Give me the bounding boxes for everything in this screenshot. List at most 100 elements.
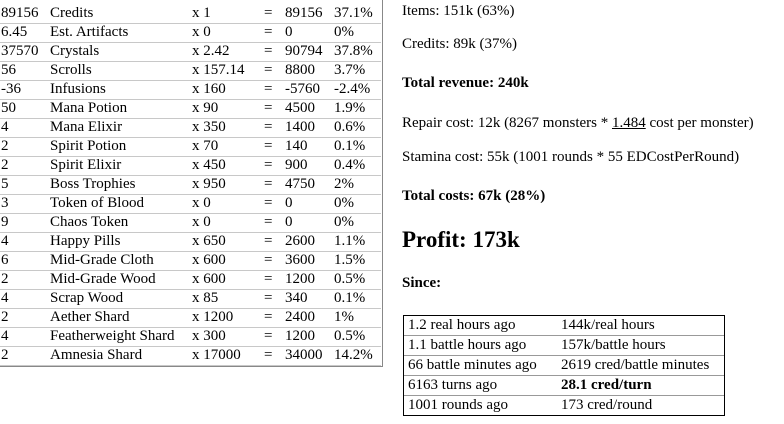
price: x 85 xyxy=(192,290,219,306)
since-row: 66 battle minutes ago 2619 cred/battle mi… xyxy=(404,356,724,376)
value: 89156 xyxy=(285,5,323,21)
percent: 0.1% xyxy=(334,290,366,306)
since-rate: 2619 cred/battle minutes xyxy=(561,357,710,373)
stamina-line: Stamina cost: 55k (1001 rounds * 55 EDCo… xyxy=(402,149,740,165)
price: x 350 xyxy=(192,119,226,135)
percent: 14.2% xyxy=(334,347,373,363)
equals: = xyxy=(264,5,273,21)
repair-line: Repair cost: 12k (8267 monsters * 1.484 … xyxy=(402,115,754,132)
since-label: Since: xyxy=(402,275,442,291)
equals: = xyxy=(264,252,273,268)
percent: 0% xyxy=(334,214,354,230)
percent: 0.1% xyxy=(334,138,366,154)
price: x 600 xyxy=(192,252,226,268)
count: 2 xyxy=(1,271,9,287)
item-row: 37570 Crystals x 2.42 = 90794 37.8% xyxy=(0,42,381,62)
percent: 0.5% xyxy=(334,328,366,344)
since-time: 6163 turns ago xyxy=(408,377,498,393)
repair-link[interactable]: 1.484 xyxy=(611,115,646,131)
value: 4750 xyxy=(285,176,315,192)
value: 140 xyxy=(285,138,308,154)
percent: 1.1% xyxy=(334,233,366,249)
items-line: Items: 151k (63%) xyxy=(402,3,515,19)
item-row: 6 Mid-Grade Cloth x 600 = 3600 1.5% xyxy=(0,251,381,271)
percent: 1.9% xyxy=(334,100,366,116)
item-row: -36 Infusions x 160 = -5760 -2.4% xyxy=(0,80,381,100)
percent: 3.7% xyxy=(334,62,366,78)
equals: = xyxy=(264,43,273,59)
since-table: 1.2 real hours ago 144k/real hours 1.1 bat… xyxy=(403,315,725,416)
item-row: 5 Boss Trophies x 950 = 4750 2% xyxy=(0,175,381,195)
price: x 17000 xyxy=(192,347,241,363)
item-name: Spirit Elixir xyxy=(50,157,122,173)
since-time: 1.1 battle hours ago xyxy=(408,337,527,353)
count: 5 xyxy=(1,176,9,192)
equals: = xyxy=(264,290,273,306)
count: 4 xyxy=(1,290,9,306)
item-row: 4 Happy Pills x 650 = 2600 1.1% xyxy=(0,232,381,252)
count: 50 xyxy=(1,100,16,116)
count: 4 xyxy=(1,328,9,344)
price: x 0 xyxy=(192,24,211,40)
item-name: Token of Blood xyxy=(50,195,144,211)
item-name: Mana Potion xyxy=(50,100,128,116)
item-row: 2 Amnesia Shard x 17000 = 34000 14.2% xyxy=(0,346,381,366)
equals: = xyxy=(264,328,273,344)
percent: 0% xyxy=(334,195,354,211)
equals: = xyxy=(264,214,273,230)
value: 0 xyxy=(285,214,293,230)
count: 2 xyxy=(1,157,9,173)
price: x 650 xyxy=(192,233,226,249)
item-row: 2 Spirit Potion x 70 = 140 0.1% xyxy=(0,137,381,157)
since-time: 66 battle minutes ago xyxy=(408,357,537,373)
item-row: 4 Mana Elixir x 350 = 1400 0.6% xyxy=(0,118,381,138)
value: 1200 xyxy=(285,271,315,287)
percent: 2% xyxy=(334,176,354,192)
value: 4500 xyxy=(285,100,315,116)
item-row: 3 Token of Blood x 0 = 0 0% xyxy=(0,194,381,214)
equals: = xyxy=(264,138,273,154)
equals: = xyxy=(264,195,273,211)
count: 2 xyxy=(1,309,9,325)
item-name: Crystals xyxy=(50,43,100,59)
repair-suffix: cost per monster) xyxy=(645,115,754,131)
since-rate: 173 cred/round xyxy=(561,397,653,413)
item-row: 6.45 Est. Artifacts x 0 = 0 0% xyxy=(0,23,381,43)
price: x 300 xyxy=(192,328,226,344)
value: 2600 xyxy=(285,233,315,249)
item-name: Chaos Token xyxy=(50,214,129,230)
item-name: Est. Artifacts xyxy=(50,24,129,40)
count: 56 xyxy=(1,62,16,78)
credits-line: Credits: 89k (37%) xyxy=(402,36,517,52)
item-name: Scrolls xyxy=(50,62,92,78)
percent: -2.4% xyxy=(334,81,371,97)
total-revenue: Total revenue: 240k xyxy=(402,75,529,91)
item-name: Infusions xyxy=(50,81,106,97)
since-rate: 144k/real hours xyxy=(561,317,655,333)
value: 1400 xyxy=(285,119,315,135)
count: 37570 xyxy=(1,43,39,59)
item-row: 89156 Credits x 1 = 89156 37.1% xyxy=(0,4,381,24)
equals: = xyxy=(264,100,273,116)
count: 6.45 xyxy=(1,24,28,40)
profit: Profit: 173k xyxy=(402,227,520,252)
equals: = xyxy=(264,347,273,363)
item-name: Mana Elixir xyxy=(50,119,123,135)
price: x 2.42 xyxy=(192,43,230,59)
price: x 450 xyxy=(192,157,226,173)
equals: = xyxy=(264,119,273,135)
item-name: Spirit Potion xyxy=(50,138,127,154)
count: 2 xyxy=(1,138,9,154)
item-name: Mid-Grade Wood xyxy=(50,271,156,287)
price: x 90 xyxy=(192,100,219,116)
price: x 1200 xyxy=(192,309,234,325)
equals: = xyxy=(264,157,273,173)
percent: 0% xyxy=(334,24,354,40)
item-name: Scrap Wood xyxy=(50,290,124,306)
count: -36 xyxy=(1,81,21,97)
price: x 0 xyxy=(192,195,211,211)
since-row: 1.2 real hours ago 144k/real hours xyxy=(404,316,724,336)
total-costs: Total costs: 67k (28%) xyxy=(402,188,546,204)
count: 2 xyxy=(1,347,9,363)
count: 4 xyxy=(1,233,9,249)
